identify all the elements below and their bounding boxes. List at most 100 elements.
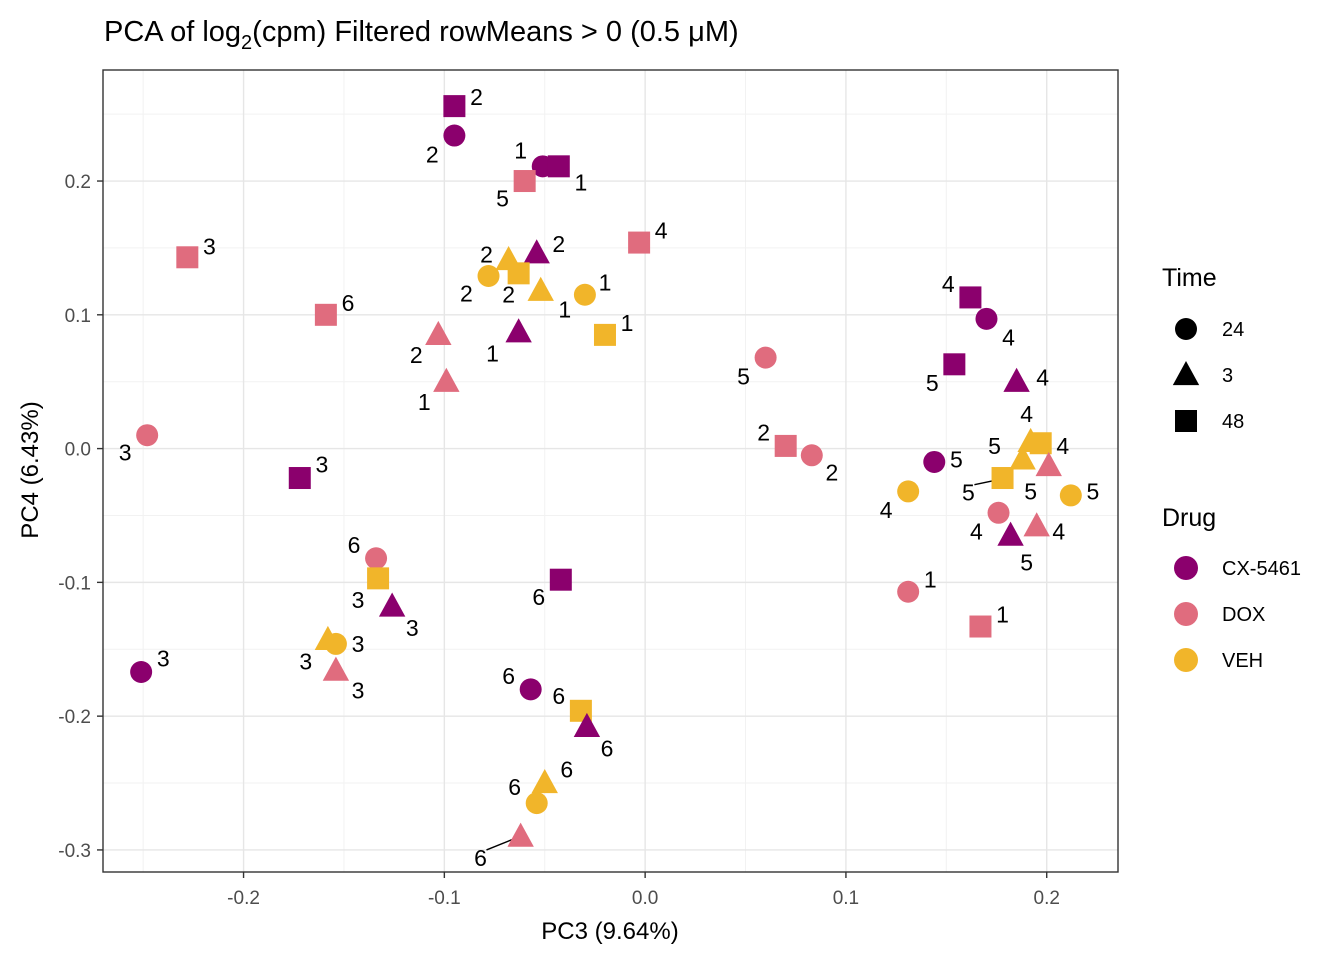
point-label: 2 <box>825 460 838 486</box>
y-axis-ticks: -0.3 -0.2 -0.1 0.0 0.1 0.2 <box>58 172 103 862</box>
point-label: 6 <box>601 735 614 761</box>
legend-time-label: 24 <box>1222 319 1244 341</box>
data-point-dox-t3 <box>1023 512 1050 537</box>
point-label: 1 <box>621 310 634 336</box>
legend-time: Time 24 3 48 <box>1162 264 1244 433</box>
point-label: 3 <box>352 678 365 704</box>
grid-minor <box>103 70 1118 872</box>
point-label: 1 <box>486 341 499 367</box>
point-label: 4 <box>1036 365 1049 391</box>
point-label: 3 <box>119 440 132 466</box>
point-label: 2 <box>757 420 770 446</box>
legend-drug-label: VEH <box>1222 650 1263 672</box>
data-point-dox-t24 <box>987 501 1010 524</box>
data-point-cx-5461-t3 <box>573 712 601 737</box>
point-label: 4 <box>970 519 983 545</box>
legend-drug-title: Drug <box>1162 504 1216 532</box>
data-point-dox-t48 <box>314 303 337 326</box>
point-label: 1 <box>574 169 587 195</box>
label-leader-line <box>486 837 515 851</box>
data-point-veh-t24 <box>573 283 596 306</box>
point-label: 1 <box>996 601 1009 627</box>
data-point-dox-t48 <box>513 170 536 193</box>
data-point-dox-t3 <box>507 822 534 847</box>
point-label: 5 <box>988 433 1001 459</box>
point-label: 3 <box>203 234 216 260</box>
legend-time-key-triangle <box>1172 361 1200 386</box>
point-label: 3 <box>406 615 419 641</box>
point-label: 3 <box>157 646 170 672</box>
data-point-veh-t48 <box>507 262 530 285</box>
data-point-veh-t24 <box>1059 484 1082 507</box>
data-point-dox-t3 <box>1035 452 1062 477</box>
point-label: 5 <box>926 370 939 396</box>
point-label: 6 <box>552 683 565 709</box>
data-point-cx-5461-t3 <box>523 239 550 264</box>
legend-drug-label: DOX <box>1222 604 1265 626</box>
point-label: 1 <box>599 270 612 296</box>
point-label: 2 <box>480 242 493 268</box>
chart-title-suffix: (cpm) Filtered rowMeans > 0 (0.5 μM) <box>252 16 738 48</box>
point-label: 6 <box>502 663 515 689</box>
data-point-veh-t48 <box>1029 432 1052 455</box>
data-point-cx-5461-t24 <box>975 307 998 330</box>
point-label: 3 <box>315 452 328 478</box>
legend-drug-items: CX-5461 DOX VEH <box>1174 556 1301 672</box>
data-point-veh-t24 <box>525 792 548 815</box>
chart-title-prefix: PCA of log <box>104 16 241 48</box>
point-label: 5 <box>962 480 975 506</box>
point-label: 5 <box>1087 478 1100 504</box>
point-label: 4 <box>1020 401 1033 427</box>
data-point-dox-t3 <box>425 320 452 346</box>
legend-time-label: 48 <box>1222 411 1244 433</box>
point-label: 1 <box>924 567 937 593</box>
data-point-veh-t3 <box>531 769 558 794</box>
data-point-cx-5461-t48 <box>549 568 572 591</box>
data-point-veh-t24 <box>897 480 920 503</box>
point-label: 6 <box>508 774 521 800</box>
legend-time-items: 24 3 48 <box>1172 318 1244 433</box>
point-label: 3 <box>352 587 365 613</box>
point-label: 6 <box>342 290 355 316</box>
data-point-dox-t24 <box>800 444 823 467</box>
legend-time-key-square <box>1175 410 1197 432</box>
chart-title-subscript: 2 <box>241 32 252 54</box>
x-tick-label: 0.0 <box>632 888 658 909</box>
y-tick-label: 0.1 <box>65 306 91 327</box>
data-point-veh-t24 <box>324 632 347 655</box>
point-label: 6 <box>348 532 361 558</box>
legend-drug: Drug CX-5461 DOX VEH <box>1162 504 1301 672</box>
data-point-dox-t24 <box>754 346 777 369</box>
legend-drug-label: CX-5461 <box>1222 558 1301 580</box>
data-point-dox-t24 <box>897 580 920 603</box>
legend-drug-key <box>1174 648 1198 672</box>
point-label: 1 <box>514 137 527 163</box>
point-label: 6 <box>532 584 545 610</box>
data-point-dox-t24 <box>136 424 159 447</box>
data-point-cx-5461-t3 <box>1003 367 1030 392</box>
data-point-cx-5461-t48 <box>443 95 466 118</box>
data-point-cx-5461-t24 <box>130 661 153 684</box>
point-label: 2 <box>410 342 423 368</box>
data-point-cx-5461-t24 <box>519 678 542 701</box>
point-label: 6 <box>560 757 573 783</box>
point-label: 4 <box>655 218 668 244</box>
legend-time-title: Time <box>1162 264 1217 292</box>
data-point-dox-t48 <box>774 434 797 457</box>
x-tick-label: 0.1 <box>833 888 859 909</box>
y-tick-label: -0.2 <box>58 707 91 728</box>
point-label: 4 <box>942 271 955 297</box>
data-point-veh-t24 <box>477 265 500 288</box>
data-point-veh-t3 <box>527 276 554 301</box>
point-label: 2 <box>426 141 439 167</box>
x-tick-label: 0.2 <box>1034 888 1060 909</box>
point-label: 3 <box>352 631 365 657</box>
y-tick-label: 0.2 <box>65 172 91 193</box>
data-point-cx-5461-t3 <box>378 592 406 617</box>
x-axis-ticks: -0.2 -0.1 0.0 0.1 0.2 <box>227 872 1060 909</box>
point-label: 2 <box>552 231 565 257</box>
point-label: 3 <box>299 648 312 674</box>
panel-border <box>102 69 1119 873</box>
data-point-cx-5461-t48 <box>943 353 966 376</box>
point-label: 4 <box>880 497 893 523</box>
